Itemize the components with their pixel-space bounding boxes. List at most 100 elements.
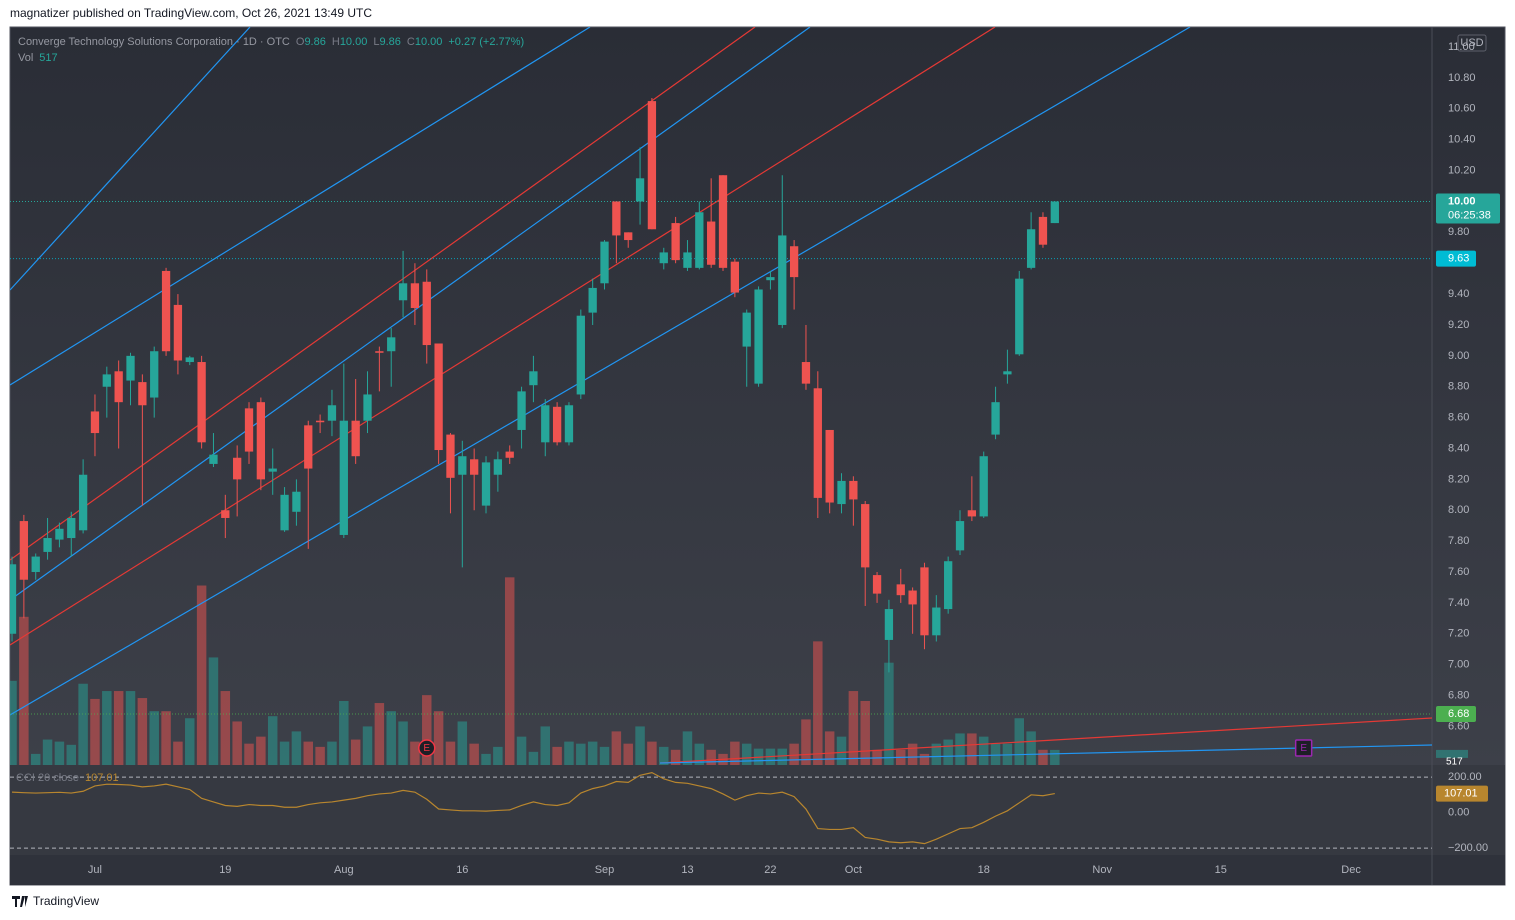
- volume-bar: [220, 691, 231, 765]
- trend-line: [10, 27, 811, 601]
- level-box: [1436, 250, 1476, 267]
- candle-body: [221, 510, 230, 518]
- volume-bar: [291, 731, 302, 765]
- candle-body: [458, 456, 467, 475]
- candle-body: [268, 468, 277, 472]
- candle-body: [624, 232, 633, 241]
- candle-body: [351, 420, 360, 457]
- candle-body: [10, 564, 17, 634]
- cci-tick-label: −200.00: [1448, 842, 1488, 854]
- volume-bar: [469, 743, 479, 765]
- price-tick-label: 6.60: [1448, 720, 1469, 732]
- candle-body: [470, 459, 479, 475]
- earnings-marker: [418, 739, 436, 757]
- time-tick-label: 15: [1215, 864, 1227, 876]
- candle-body: [90, 411, 100, 434]
- volume-bar: [659, 746, 669, 765]
- legend-key: H: [332, 36, 340, 48]
- volume-bar: [931, 743, 942, 765]
- level-box: [1436, 706, 1476, 723]
- candle-body: [718, 175, 728, 268]
- candle-body: [991, 402, 1000, 435]
- candle-body: [422, 281, 431, 346]
- volume-bar: [149, 711, 159, 765]
- candle-body: [161, 270, 171, 352]
- earnings-label: E: [1300, 743, 1307, 754]
- volume-bar: [256, 736, 266, 765]
- last-price-label: 10.00: [1448, 195, 1476, 207]
- volume-bar: [978, 736, 989, 765]
- candle-body: [825, 429, 834, 503]
- candle-body: [896, 584, 905, 596]
- cci-value-box: [1436, 785, 1488, 802]
- volume-bar: [789, 743, 799, 765]
- volume-bar: [647, 741, 657, 765]
- volume-bar: [801, 719, 811, 765]
- candle-body: [517, 391, 526, 430]
- volume-bar: [422, 695, 432, 765]
- candle-body: [67, 517, 76, 539]
- price-tick-label: 8.60: [1448, 412, 1469, 424]
- candle-body: [102, 374, 111, 387]
- candle-body: [730, 261, 740, 293]
- volume-value-label: 517: [1446, 757, 1463, 768]
- candle-body: [387, 337, 396, 352]
- candle-body: [138, 382, 147, 406]
- candle-body: [647, 101, 657, 230]
- legend-value: 9.86: [304, 36, 325, 48]
- candle-body: [19, 521, 29, 580]
- candle-body: [884, 609, 894, 640]
- candle-body: [920, 567, 929, 636]
- volume-bar: [10, 680, 17, 765]
- currency-box: [1457, 34, 1487, 52]
- volume-bar: [374, 703, 385, 765]
- volume-legend: Vol 517: [18, 52, 58, 64]
- legend-key: C: [407, 36, 415, 48]
- candle-body: [861, 504, 870, 568]
- legend-key: L: [373, 36, 379, 48]
- cci-line: [11, 771, 1055, 845]
- time-tick-label: Jul: [88, 864, 102, 876]
- drawings: [10, 27, 1432, 764]
- earnings-marker: [1294, 739, 1313, 757]
- volume-bar: [362, 726, 373, 765]
- cci-title: CCI 20 close: [16, 772, 79, 784]
- volume-bar: [540, 726, 551, 765]
- candle-body: [493, 459, 503, 475]
- volume-bar: [777, 748, 788, 765]
- volume-bar: [836, 736, 847, 765]
- price-tick-label: 7.60: [1448, 566, 1469, 578]
- time-tick-label: Dec: [1341, 864, 1361, 876]
- candle-body: [813, 388, 822, 498]
- candle-body: [173, 304, 183, 361]
- candle-body: [683, 252, 692, 268]
- candle-body: [339, 420, 348, 535]
- volume-bar: [813, 641, 823, 765]
- candle-body: [304, 425, 313, 469]
- volume-bar: [528, 751, 539, 765]
- price-tick-label: 7.00: [1448, 659, 1469, 671]
- time-tick-label: Nov: [1092, 864, 1112, 876]
- time-axis: [10, 855, 1505, 885]
- volume-bar: [267, 716, 278, 765]
- volume-bar: [90, 698, 100, 765]
- legend-key: O: [296, 36, 305, 48]
- time-tick-label: 13: [681, 864, 693, 876]
- price-tick-label: 10.20: [1448, 164, 1476, 176]
- candle-body: [292, 491, 301, 512]
- candle-body: [849, 480, 858, 500]
- price-tick-label: 11.00: [1448, 41, 1475, 53]
- candle-body: [612, 201, 621, 236]
- volume-bar: [481, 753, 491, 765]
- volume-bar: [860, 700, 870, 765]
- price-tick-label: 10.80: [1448, 72, 1476, 84]
- volume-title: Vol: [18, 52, 33, 64]
- volume-bar: [386, 711, 396, 765]
- candle-body: [837, 480, 846, 505]
- candle-body: [55, 528, 64, 540]
- trend-line: [10, 27, 591, 386]
- legend-value: 10.00: [340, 36, 368, 48]
- candle-body: [671, 223, 680, 261]
